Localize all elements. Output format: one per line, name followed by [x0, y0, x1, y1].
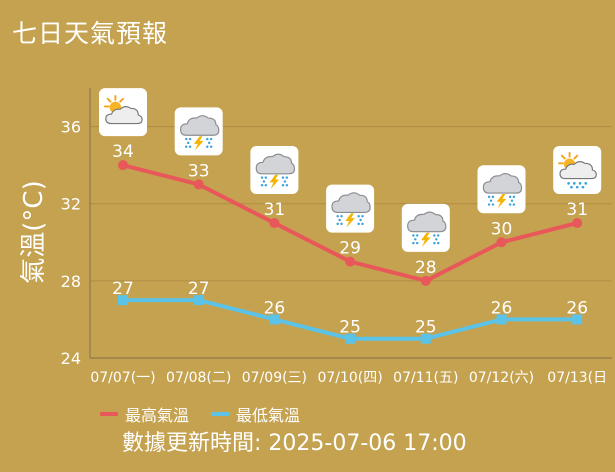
y-tick-label-32: 32 [61, 195, 81, 214]
data-point-high-6 [572, 218, 583, 228]
x-tick-label-1: 07/08(二) [166, 370, 231, 386]
data-point-high-0 [118, 160, 128, 171]
legend-swatch-low [211, 412, 230, 416]
data-label-high-5: 30 [491, 219, 513, 239]
legend-item-high: 最高氣溫 [100, 402, 189, 426]
data-label-high-0: 34 [112, 142, 134, 162]
data-point-low-5 [496, 314, 507, 325]
legend-swatch-high [100, 412, 118, 416]
page-title: 七日天氣預報 [12, 19, 169, 48]
data-label-low-6: 26 [566, 298, 588, 318]
data-point-low-6 [572, 314, 583, 325]
data-point-high-2 [269, 218, 280, 228]
data-label-high-4: 28 [415, 258, 437, 278]
legend-label-low: 最低氣溫 [236, 406, 301, 425]
data-label-high-1: 33 [188, 161, 210, 181]
x-tick-label-3: 07/10(四) [317, 370, 382, 386]
y-axis-label: 氣溫(°C) [19, 180, 49, 283]
data-label-low-5: 26 [491, 298, 513, 318]
data-point-high-1 [193, 179, 204, 190]
data-label-low-1: 27 [188, 279, 210, 299]
y-tick-label-28: 28 [61, 272, 81, 291]
data-label-low-0: 27 [112, 279, 134, 299]
x-tick-label-5: 07/12(六) [469, 370, 534, 386]
chart-legend: 最高氣溫 最低氣溫 [100, 402, 300, 426]
data-point-low-1 [193, 295, 204, 306]
data-label-high-6: 31 [566, 200, 588, 220]
data-point-high-3 [345, 256, 356, 267]
data-update-time: 數據更新時間: 2025-07-06 17:00 [122, 431, 467, 456]
data-point-low-0 [118, 295, 128, 306]
x-tick-label-2: 07/09(三) [242, 370, 307, 386]
data-label-low-3: 25 [339, 318, 361, 338]
data-point-low-4 [420, 333, 431, 344]
data-label-high-2: 31 [264, 200, 286, 220]
data-point-high-4 [420, 275, 431, 286]
x-tick-label-4: 07/11(五) [393, 370, 458, 386]
data-label-high-3: 29 [339, 239, 361, 259]
data-point-low-3 [345, 333, 356, 344]
x-tick-label-6: 07/13(日 [547, 370, 607, 386]
data-point-high-5 [496, 237, 507, 248]
legend-item-low: 最低氣溫 [211, 402, 300, 426]
data-label-low-4: 25 [415, 318, 437, 338]
data-point-low-2 [269, 314, 280, 325]
y-tick-label-24: 24 [61, 349, 81, 368]
y-tick-label-36: 36 [61, 118, 81, 137]
data-label-low-2: 26 [264, 298, 286, 318]
x-tick-label-0: 07/07(一) [90, 370, 155, 386]
legend-label-high: 最高氣溫 [125, 406, 190, 425]
